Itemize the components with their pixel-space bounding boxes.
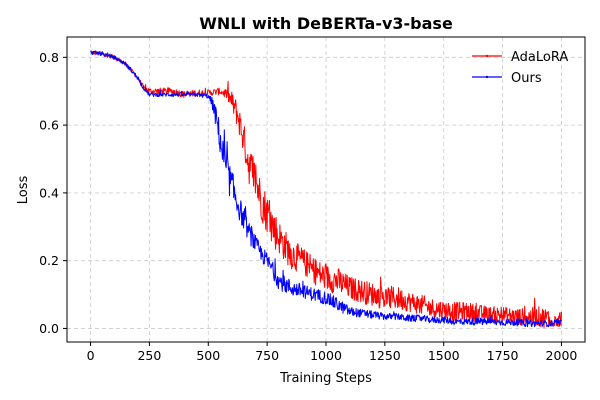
x-axis-label: Training Steps: [279, 371, 372, 386]
x-tick-label: 0: [87, 348, 95, 363]
legend: AdaLoRA Ours: [472, 50, 568, 86]
y-tick-label: 0.6: [39, 118, 59, 133]
y-tick-label: 0.2: [39, 253, 59, 268]
series-layer: [90, 50, 562, 329]
x-tick-label: 1250: [369, 348, 401, 363]
x-tick-label: 500: [196, 348, 220, 363]
series-line-ours: [90, 50, 562, 328]
y-tick-label: 0.0: [39, 321, 59, 336]
y-tick-label: 0.4: [39, 185, 59, 200]
x-tick-label: 2000: [546, 348, 578, 363]
x-tick-label: 250: [137, 348, 161, 363]
x-tick-label: 1750: [487, 348, 519, 363]
y-tick-label: 0.8: [39, 50, 59, 65]
x-tick-label: 750: [255, 348, 279, 363]
legend-label-ours: Ours: [511, 71, 542, 86]
grid-layer: [67, 37, 585, 342]
tick-layer: 0 250 500 750 1000 1250 1500 1750 2000 0.0 0.2 0.4 0…: [39, 50, 577, 363]
legend-marker-ours: [485, 75, 489, 79]
series-line-adalora: [90, 50, 562, 329]
y-axis-label: Loss: [16, 176, 31, 205]
legend-label-adalora: AdaLoRA: [511, 50, 568, 65]
x-tick-label: 1500: [428, 348, 460, 363]
x-tick-label: 1000: [310, 348, 342, 363]
legend-marker-adalora: [485, 54, 489, 58]
chart-title: WNLI with DeBERTa-v3-base: [199, 14, 453, 33]
